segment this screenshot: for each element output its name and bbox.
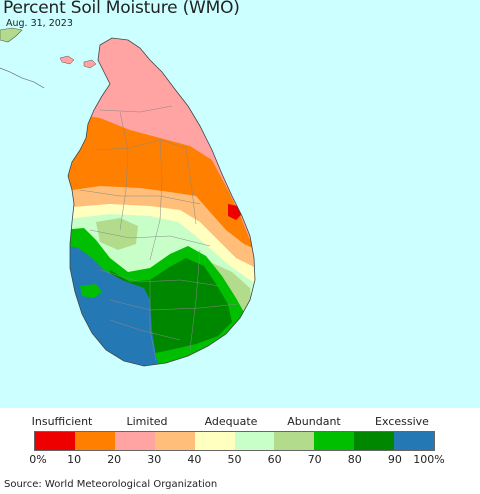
legend-category-insufficient: Insufficient: [31, 415, 93, 428]
legend-tick-label: 70: [307, 453, 322, 466]
map-date: Aug. 31, 2023: [6, 18, 73, 29]
legend-category-abundant: Abundant: [287, 415, 341, 428]
legend-tick-label: 0%: [29, 453, 47, 466]
legend: Insufficient Limited Adequate Abundant E…: [0, 408, 480, 476]
legend-tick-label: 20: [107, 453, 122, 466]
legend-swatch: [154, 432, 195, 450]
legend-swatch: [274, 432, 315, 450]
legend-swatch: [35, 432, 75, 450]
map-title: Percent Soil Moisture (WMO): [3, 0, 240, 18]
legend-color-bar: [34, 431, 435, 451]
legend-tick-label: 40: [187, 453, 202, 466]
legend-tick-label: 100%: [413, 453, 445, 466]
legend-category-limited: Limited: [126, 415, 168, 428]
india-coastline: [0, 27, 23, 43]
islands: [59, 55, 97, 69]
legend-swatch: [354, 432, 395, 450]
legend-tick-label: 10: [67, 453, 82, 466]
soil-moisture-map: [0, 27, 256, 367]
district-borders: [79, 105, 239, 361]
legend-swatch: [194, 432, 235, 450]
legend-swatch: [234, 432, 275, 450]
legend-swatch: [314, 432, 355, 450]
sri-lanka-outline: [67, 37, 256, 367]
legend-swatch: [394, 432, 435, 450]
legend-swatch: [114, 432, 155, 450]
legend-category-excessive: Excessive: [375, 415, 429, 428]
legend-swatch: [74, 432, 115, 450]
legend-category-adequate: Adequate: [204, 415, 258, 428]
legend-tick-label: 50: [227, 453, 242, 466]
legend-tick-label: 30: [147, 453, 162, 466]
india-coastline-line: [0, 67, 45, 89]
legend-tick-label: 60: [267, 453, 282, 466]
source-credit: Source: World Meteorological Organizatio…: [4, 479, 218, 490]
map-area: Percent Soil Moisture (WMO) Aug. 31, 202…: [0, 0, 480, 408]
legend-tick-label: 80: [347, 453, 362, 466]
legend-tick-label: 90: [387, 453, 402, 466]
